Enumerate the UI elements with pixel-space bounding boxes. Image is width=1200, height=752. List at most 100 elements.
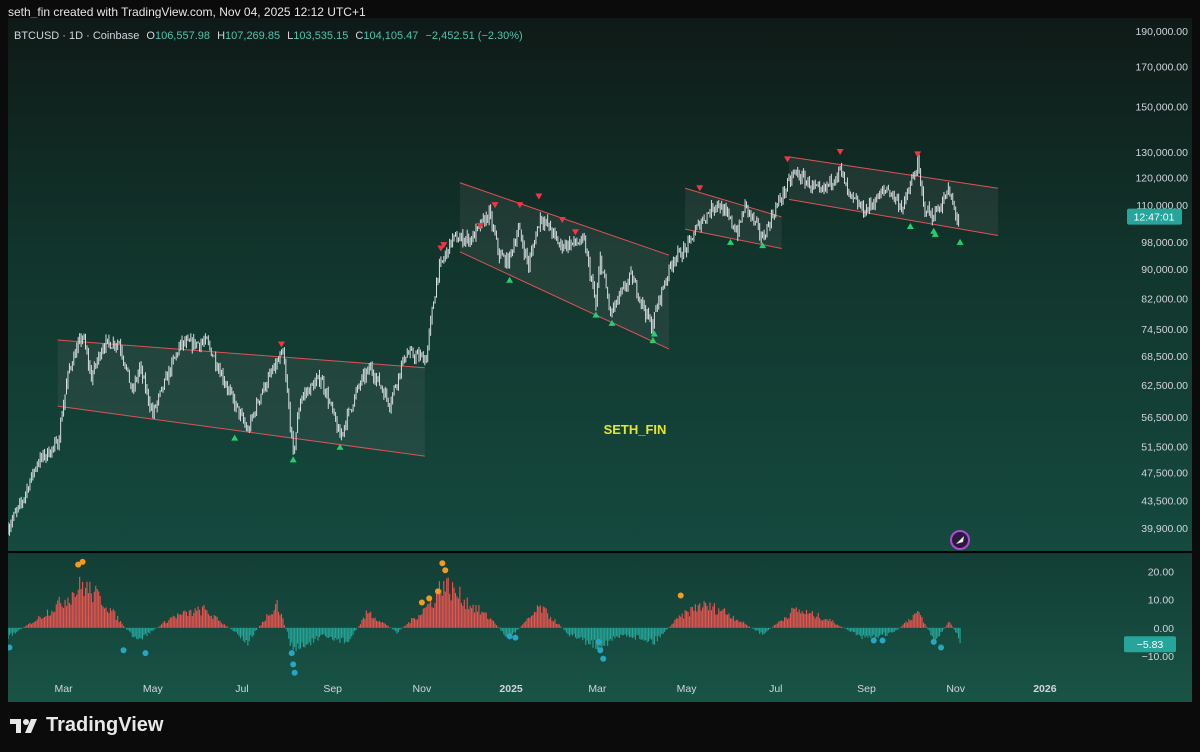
buy-signal-marker[interactable] bbox=[906, 223, 914, 230]
chart-area[interactable]: 39,900.00 43,500.00 47,500.00 51,500.00 56,5… bbox=[6, 18, 1192, 702]
time-axis-label: Nov bbox=[413, 683, 432, 695]
oscillator-peak-dot bbox=[426, 595, 433, 602]
price-chart-svg[interactable]: 39,900.00 43,500.00 47,500.00 51,500.00 56,5… bbox=[6, 18, 1192, 702]
sell-signal-marker[interactable] bbox=[516, 202, 524, 209]
time-axis-label: Nov bbox=[946, 683, 965, 695]
legend-high-value: 107,269.85 bbox=[225, 30, 280, 42]
buy-signal-marker[interactable] bbox=[608, 319, 616, 326]
oscillator-pane-background bbox=[8, 552, 1192, 702]
buy-signal-marker[interactable] bbox=[759, 242, 767, 249]
time-axis-label: 2026 bbox=[1033, 683, 1057, 695]
oscillator-axis-tick-label: 0.00 bbox=[1154, 623, 1175, 635]
sell-signal-marker[interactable] bbox=[491, 202, 499, 209]
tradingview-logo[interactable]: TradingView bbox=[10, 714, 163, 737]
oscillator-trough-dot bbox=[938, 644, 945, 651]
time-axis-label: Jul bbox=[769, 683, 782, 695]
countdown-label: 12:47:01 bbox=[1134, 212, 1175, 224]
oscillator-layer bbox=[6, 558, 961, 676]
buy-signal-marker[interactable] bbox=[289, 456, 297, 463]
sell-signal-marker[interactable] bbox=[535, 193, 543, 200]
legend-high-label: H bbox=[217, 30, 225, 42]
legend-close-value: 104,105.47 bbox=[363, 30, 418, 42]
sell-signal-marker[interactable] bbox=[558, 216, 566, 223]
time-axis-label: Sep bbox=[323, 683, 342, 695]
oscillator-trough-dot bbox=[6, 644, 13, 651]
oscillator-last-value-badge[interactable] bbox=[1124, 636, 1176, 653]
price-axis-tick-label: 120,000.00 bbox=[1135, 172, 1188, 184]
price-axis-tick-label: 74,500.00 bbox=[1141, 324, 1188, 336]
time-axis-label: Mar bbox=[55, 683, 74, 695]
sell-signal-marker[interactable] bbox=[571, 229, 579, 236]
price-axis-tick-label: 130,000.00 bbox=[1135, 147, 1188, 159]
buy-signal-marker[interactable] bbox=[649, 337, 657, 344]
watermark-text: SETH_FIN bbox=[604, 422, 667, 437]
sell-signal-marker[interactable] bbox=[914, 151, 922, 158]
buy-signal-marker[interactable] bbox=[336, 443, 344, 450]
channel-lower-line-2[interactable] bbox=[459, 251, 670, 350]
legend-open-label: O bbox=[146, 30, 155, 42]
channel-fill-1 bbox=[57, 340, 425, 457]
time-axis-label: Mar bbox=[588, 683, 607, 695]
buy-signal-marker[interactable] bbox=[650, 330, 658, 337]
oscillator-axis-tick-label: 10.00 bbox=[1148, 595, 1174, 607]
channel-lower-line-1[interactable] bbox=[57, 405, 425, 457]
channel-upper-line-4[interactable] bbox=[788, 156, 999, 189]
legend-low-value: 103,535.15 bbox=[293, 30, 348, 42]
countdown-badge[interactable] bbox=[1127, 208, 1182, 225]
buy-signal-marker[interactable] bbox=[956, 238, 964, 245]
buy-signal-marker[interactable] bbox=[726, 238, 734, 245]
oscillator-trough-dot bbox=[506, 633, 513, 640]
oscillator-trough-dot bbox=[930, 638, 937, 645]
price-axis-tick-label: 56,500.00 bbox=[1141, 412, 1188, 424]
buy-signal-marker[interactable] bbox=[506, 276, 514, 283]
channel-lower-line-4[interactable] bbox=[788, 198, 999, 236]
oscillator-axis-tick-label: −10.00 bbox=[1142, 651, 1175, 663]
price-axis-tick-label: 39,900.00 bbox=[1141, 523, 1188, 535]
sell-signal-marker[interactable] bbox=[783, 156, 791, 163]
oscillator-trough-dot bbox=[595, 638, 602, 645]
price-axis-tick-label: 190,000.00 bbox=[1135, 26, 1188, 38]
oscillator-peak-dot bbox=[79, 558, 86, 565]
sell-signal-marker[interactable] bbox=[437, 245, 445, 252]
oscillator-axis-tick-label: 20.00 bbox=[1148, 567, 1174, 579]
sell-signal-marker[interactable] bbox=[440, 242, 448, 249]
buy-signal-marker[interactable] bbox=[592, 311, 600, 318]
rocket-badge-icon[interactable] bbox=[950, 530, 970, 550]
sell-signal-marker[interactable] bbox=[836, 148, 844, 155]
time-axis-label: Sep bbox=[857, 683, 876, 695]
signal-markers-layer bbox=[231, 148, 964, 463]
oscillator-trough-dot bbox=[597, 647, 604, 654]
oscillator-trough-dot bbox=[291, 669, 298, 676]
oscillator-trough-dot bbox=[288, 650, 295, 657]
price-axis-tick-label: 170,000.00 bbox=[1135, 62, 1188, 74]
price-axis-tick-label: 68,500.00 bbox=[1141, 351, 1188, 363]
tradingview-logo-icon bbox=[10, 718, 37, 733]
price-axis-tick-label: 62,500.00 bbox=[1141, 380, 1188, 392]
legend-low-label: L bbox=[287, 30, 293, 42]
sell-signal-marker[interactable] bbox=[476, 223, 484, 230]
oscillator-peak-dot bbox=[434, 588, 441, 595]
legend-close-label: C bbox=[355, 30, 363, 42]
oscillator-trough-dot bbox=[290, 661, 297, 668]
oscillator-trough-dot bbox=[600, 655, 607, 662]
oscillator-peak-dot bbox=[439, 560, 446, 567]
time-axis-label: Jul bbox=[235, 683, 248, 695]
legend-open-value: 106,557.98 bbox=[155, 30, 210, 42]
author-credit: seth_fin created with TradingView.com, N… bbox=[8, 5, 366, 19]
oscillator-peak-dot bbox=[418, 599, 425, 606]
buy-signal-marker[interactable] bbox=[931, 230, 939, 237]
buy-signal-marker[interactable] bbox=[231, 434, 239, 441]
price-axis-tick-label: 98,000.00 bbox=[1141, 237, 1188, 249]
price-axis-tick-label: 51,500.00 bbox=[1141, 442, 1188, 454]
channel-upper-line-3[interactable] bbox=[684, 187, 782, 218]
sell-signal-marker[interactable] bbox=[696, 185, 704, 192]
time-axis-label: 2025 bbox=[499, 683, 523, 695]
price-axis-tick-label: 47,500.00 bbox=[1141, 467, 1188, 479]
oscillator-peak-dot bbox=[442, 567, 449, 574]
channel-upper-line-1[interactable] bbox=[57, 339, 425, 369]
oscillator-last-value-label: −5.83 bbox=[1137, 639, 1164, 651]
sell-signal-marker[interactable] bbox=[277, 341, 285, 348]
oscillator-peak-dot bbox=[677, 592, 684, 599]
price-axis-tick-label: 90,000.00 bbox=[1141, 264, 1188, 276]
